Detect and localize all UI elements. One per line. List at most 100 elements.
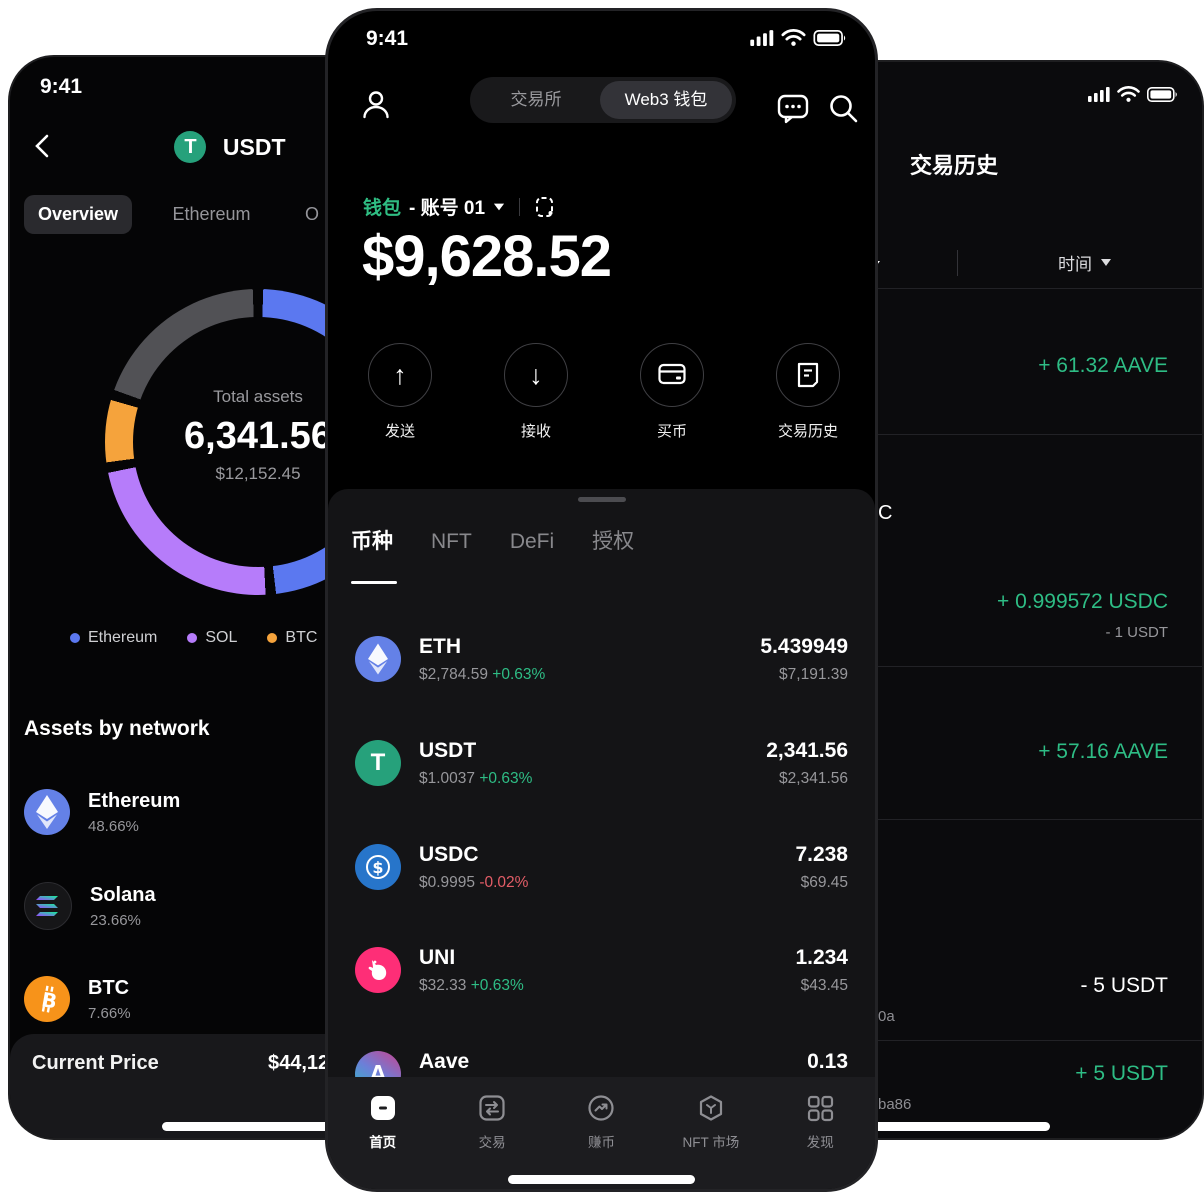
segmented-control: 交易所 Web3 钱包 <box>470 77 736 123</box>
legend-dot-ethereum <box>70 633 80 643</box>
total-assets-label: Total assets <box>213 387 303 406</box>
send-button[interactable]: ↑ 发送 <box>340 343 460 441</box>
arrow-down-icon: ↓ <box>529 359 543 390</box>
token-row-usdt[interactable]: T USDT $1.0037 +0.63% 2,341.56 $2,341.56 <box>328 715 875 811</box>
discover-icon <box>775 1093 865 1123</box>
tab-defi[interactable]: DeFi <box>509 530 555 553</box>
transaction-history-button[interactable]: 交易历史 <box>748 343 868 441</box>
tx-amount[interactable]: + 0.999572 USDC <box>996 590 1168 613</box>
page-title: 交易历史 <box>910 153 999 178</box>
legend-dot-btc <box>267 633 278 643</box>
token-row-eth[interactable]: ETH $2,784.59 +0.63% 5.439949 $7,191.39 <box>328 611 875 707</box>
chevron-down-icon <box>493 203 505 210</box>
divider <box>519 197 521 216</box>
divider <box>600 819 1202 820</box>
eth-icon <box>355 636 401 682</box>
signal-icon <box>750 30 774 46</box>
donut-center-text: Total assets 6,341.56 $12,152.45 <box>105 387 411 484</box>
usdt-icon: T <box>355 740 401 786</box>
home-indicator[interactable] <box>508 1175 695 1184</box>
legend-dot-sol <box>187 633 198 643</box>
tx-amount[interactable]: + 61.32 AAVE <box>1038 354 1168 377</box>
total-balance: $9,628.52 <box>362 224 612 289</box>
current-price-value: $44,12 <box>268 1052 330 1074</box>
token-row-usdc[interactable]: $ USDC $0.9995 -0.02% 7.238 $69.45 <box>328 819 875 915</box>
chat-bubble-icon <box>777 94 809 124</box>
buy-crypto-button[interactable]: 买币 <box>612 343 732 441</box>
tab-approvals[interactable]: 授权 <box>592 530 635 553</box>
divider <box>600 1040 1202 1041</box>
tab-exchange[interactable]: 交易所 <box>510 90 562 109</box>
divider <box>600 434 1202 435</box>
status-time: 9:41 <box>366 27 409 50</box>
divider <box>600 288 1202 289</box>
earn-icon <box>556 1093 646 1123</box>
status-time: 9:41 <box>40 75 83 98</box>
profile-button[interactable] <box>361 89 391 119</box>
time-filter-dropdown[interactable]: 时间 <box>1058 250 1111 275</box>
uni-icon <box>355 947 401 993</box>
btc-icon: B <box>24 976 70 1022</box>
divider <box>600 666 1202 667</box>
search-icon <box>830 95 858 123</box>
account-selector[interactable]: 钱包 - 账号 01 <box>363 193 556 220</box>
tab-overview[interactable]: Overview <box>24 195 133 234</box>
nav-nft-market[interactable]: NFT 市场 <box>666 1093 756 1151</box>
battery-icon <box>1147 86 1177 102</box>
home-indicator[interactable] <box>162 1122 442 1131</box>
wifi-icon <box>1117 86 1140 102</box>
chevron-down-icon <box>1101 259 1111 266</box>
back-button[interactable] <box>30 133 56 159</box>
network-row-btc[interactable]: B BTC 7.66% <box>24 968 324 1030</box>
signal-icon <box>1088 87 1110 102</box>
network-tabs: Overview Ethereum O <box>24 195 444 235</box>
network-row-ethereum[interactable]: Ethereum 48.66% <box>24 781 324 843</box>
tx-amount[interactable]: + 5 USDT <box>1075 1062 1168 1085</box>
search-button[interactable] <box>827 92 859 124</box>
nav-trade[interactable]: 交易 <box>447 1093 537 1151</box>
current-price-label: Current Price <box>32 1052 159 1074</box>
person-icon <box>363 91 389 119</box>
tether-icon: T <box>174 131 207 163</box>
tab-third-partial[interactable]: O <box>305 204 320 224</box>
sheet-tabs: 币种 NFT DeFi 授权 <box>351 525 634 555</box>
total-assets-amount: 6,341.56 <box>184 415 332 457</box>
card-icon <box>658 363 686 385</box>
nft-market-icon <box>666 1093 756 1123</box>
home-icon <box>338 1093 428 1123</box>
svg-text:B: B <box>40 987 59 1013</box>
token-row-uni[interactable]: UNI $32.33 +0.63% 1.234 $43.45 <box>328 922 875 1018</box>
tab-nft[interactable]: NFT <box>431 530 472 553</box>
legend-sol: SOL <box>187 629 237 647</box>
nav-home[interactable]: 首页 <box>338 1093 428 1151</box>
tx-amount[interactable]: + 57.16 AAVE <box>1038 740 1168 763</box>
trade-icon <box>447 1093 537 1123</box>
status-icons <box>1088 86 1178 102</box>
document-icon <box>797 362 819 388</box>
tab-ethereum[interactable]: Ethereum <box>172 204 251 224</box>
copy-address-button[interactable] <box>534 195 556 219</box>
account-name: - 账号 01 <box>409 198 486 219</box>
drag-handle[interactable] <box>578 497 626 502</box>
support-chat-button[interactable] <box>776 91 810 125</box>
network-row-solana[interactable]: Solana 23.66% <box>24 875 324 937</box>
nav-discover[interactable]: 发现 <box>775 1093 865 1151</box>
tx-sub-amount: - 1 USDT <box>1105 624 1168 641</box>
svg-text:$: $ <box>372 858 383 877</box>
filter-divider <box>957 250 958 276</box>
home-indicator[interactable] <box>760 1122 1050 1131</box>
phone-center-wallet-home: 9:41 交易所 Web3 钱包 <box>325 8 878 1192</box>
nav-earn[interactable]: 赚币 <box>556 1093 646 1151</box>
receive-button[interactable]: ↓ 接收 <box>476 343 596 441</box>
active-tab-underline <box>351 581 397 584</box>
status-icons <box>750 29 847 46</box>
tab-web3-wallet[interactable]: Web3 钱包 <box>600 81 732 119</box>
usdc-icon: $ <box>355 844 401 890</box>
chart-legend: Ethereum SOL BTC <box>70 629 490 647</box>
assets-by-network-heading: Assets by network <box>24 717 210 740</box>
tx-address-fragment: ba86 <box>878 1096 912 1113</box>
wallet-label: 钱包 <box>363 198 402 219</box>
tx-hidden-fragment: C <box>878 502 893 524</box>
tab-coins[interactable]: 币种 <box>351 530 393 553</box>
tx-amount[interactable]: - 5 USDT <box>1080 974 1168 997</box>
